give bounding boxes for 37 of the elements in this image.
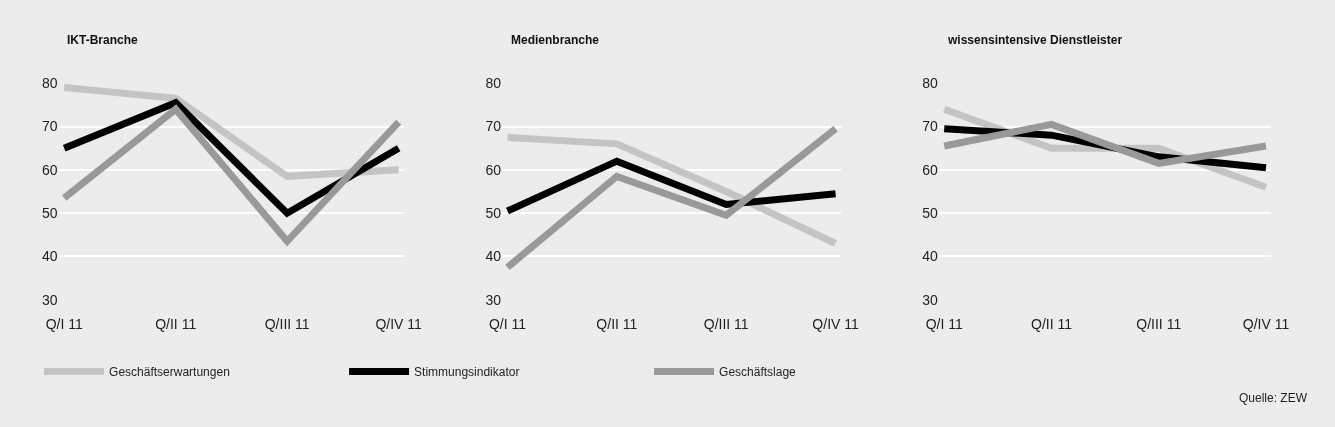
chart-title: IKT-Branche xyxy=(67,33,139,47)
x-tick-label: Q/I 11 xyxy=(925,315,963,332)
y-tick-label: 30 xyxy=(485,291,502,308)
y-tick-label: 70 xyxy=(922,118,939,135)
x-tick-label: Q/III 11 xyxy=(264,315,310,332)
y-tick-label: 60 xyxy=(42,161,58,178)
y-tick-label: 30 xyxy=(922,291,939,308)
x-tick-label: Q/II 11 xyxy=(155,315,197,332)
x-tick-label: Q/I 11 xyxy=(488,315,527,332)
y-tick-label: 50 xyxy=(485,205,502,222)
y-tick-label: 40 xyxy=(485,248,502,265)
x-tick-label: Q/III 11 xyxy=(1136,315,1182,332)
legend-label: Stimmungsindikator xyxy=(414,365,520,380)
legend-label: Geschäftslage xyxy=(719,365,797,380)
legend-label: Geschäftserwartungen xyxy=(109,365,230,380)
chart-title: wissensintensive Dienstleister xyxy=(947,33,1123,47)
x-tick-label: Q/III 11 xyxy=(703,315,749,332)
x-tick-label: Q/I 11 xyxy=(45,315,83,332)
y-tick-label: 80 xyxy=(42,75,58,92)
y-tick-label: 80 xyxy=(922,75,939,92)
chart-title: Medienbranche xyxy=(511,33,600,47)
x-tick-label: Q/IV 11 xyxy=(1242,315,1290,332)
y-tick-label: 70 xyxy=(42,118,58,135)
y-tick-label: 50 xyxy=(922,205,939,222)
x-tick-label: Q/IV 11 xyxy=(812,315,859,332)
y-tick-label: 30 xyxy=(42,291,58,308)
x-tick-label: Q/II 11 xyxy=(596,315,638,332)
x-tick-label: Q/IV 11 xyxy=(375,315,423,332)
y-tick-label: 80 xyxy=(485,75,502,92)
source-note: Quelle: ZEW xyxy=(1239,391,1308,405)
x-tick-label: Q/II 11 xyxy=(1030,315,1073,332)
y-tick-label: 70 xyxy=(485,118,502,135)
y-tick-label: 40 xyxy=(42,248,58,265)
y-tick-label: 60 xyxy=(485,161,502,178)
y-tick-label: 40 xyxy=(922,248,939,265)
y-tick-label: 60 xyxy=(922,161,939,178)
y-tick-label: 50 xyxy=(42,205,58,222)
